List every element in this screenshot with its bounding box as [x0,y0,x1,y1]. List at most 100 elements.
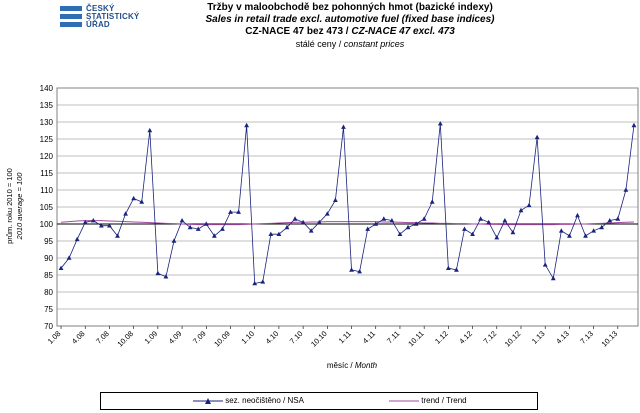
series-nsa-point [300,219,306,225]
chart-header: Tržby v maloobchodě bez pohonných hmot (… [190,2,510,50]
y-tick-label: 110 [40,186,53,195]
series-nsa-point [494,235,500,240]
nace-czech: CZ-NACE 47 bez 473 / [245,26,349,37]
logo-bar [60,6,82,11]
legend: sez. neočištěno / NSA trend / Trend [100,392,538,410]
x-tick-label: 1.13 [530,329,547,346]
grid [56,87,639,327]
y-tick-label: 100 [40,220,54,229]
prices-line: stálé ceny / constant prices [190,38,510,50]
series-nsa-point [510,229,516,235]
x-tick-label: 1.12 [433,329,450,346]
series-nsa-line [60,123,635,284]
logo-line-1: ČESKÝ [86,4,115,13]
x-axis-title-english: Month [355,361,378,370]
series-trend-line [60,220,634,226]
x-tick-label: 1.09 [143,329,160,346]
series-nsa-point [631,122,637,128]
y-axis-title-czech: prům. roku 2010 = 100 [5,168,14,244]
y-tick-label: 135 [40,101,54,110]
legend-item-trend: trend / Trend [389,396,467,405]
series-nsa-point [365,226,371,231]
series-nsa-point [550,275,556,281]
series-nsa-point [405,224,411,230]
series-nsa-point [268,231,274,236]
series-nsa-point [429,199,435,204]
series-nsa-point [155,270,161,276]
series-nsa-point [90,218,96,223]
series-nsa-point [292,216,298,221]
series-nsa-point [171,238,177,243]
series-nsa-point [123,211,128,216]
series-nsa-point [332,197,338,202]
series-nsa-point [558,228,564,233]
series-nsa-point [284,224,290,230]
series-nsa-point [575,212,580,218]
series-nsa-point [567,233,572,238]
series-nsa-point [252,280,258,286]
x-tick-label: 4.12 [457,329,474,346]
x-tick-label: 1.11 [337,329,353,345]
series-nsa-point [607,218,613,223]
x-tick-label: 7.11 [385,329,401,345]
series-nsa-point [236,209,241,214]
series-nsa-point [591,228,597,233]
nace-line: CZ-NACE 47 bez 473 / CZ-NACE 47 excl. 47… [190,26,510,38]
series-nsa-point [462,226,467,231]
series-nsa-point [445,265,451,270]
logo-bar [60,22,82,27]
series-nsa-point [615,216,621,221]
legend-nsa-label: sez. neočištěno / NSA [225,396,304,405]
series-nsa-point [131,195,137,201]
y-tick-label: 80 [44,288,53,297]
series-nsa-point [381,216,387,221]
series-nsa-point [397,231,403,236]
series-nsa-point [534,134,540,140]
y-tick-label: 140 [40,84,54,93]
y-tick-label: 120 [40,152,54,161]
x-tick-label: 7.08 [94,329,111,346]
x-tick-label: 10.10 [309,329,329,349]
y-tick-label: 105 [40,203,54,212]
series-nsa-point [276,231,282,236]
x-tick-label: 4.10 [264,329,281,346]
y-tick-label: 130 [40,118,54,127]
x-tick-label: 7.13 [578,329,595,346]
title-english: Sales in retail trade excl. automotive f… [205,14,495,25]
y-tick-label: 125 [40,135,54,144]
x-axis-title: měsíc / Month [327,361,378,370]
series-nsa-point [486,219,492,225]
series-nsa-point [599,224,605,230]
series-nsa-point [107,223,112,228]
logo-line-3: ÚŘAD [86,20,110,29]
legend-trend-label: trend / Trend [421,396,467,405]
series-nsa-point [147,127,153,133]
x-tick-label: 1.10 [239,329,256,346]
x-tick-label: 1.08 [46,329,63,346]
y-axis: 70 75 80 85 90 95 100 105 110 115 120 125 130 135 140 [40,84,54,331]
x-tick-label: 4.08 [70,329,87,346]
logo-bar [60,14,82,19]
series-nsa-point [478,216,484,221]
series-nsa-point [220,226,225,231]
series-nsa-point [518,207,524,213]
x-tick-label: 7.10 [288,329,305,346]
x-tick-label: 10.12 [503,329,523,349]
series-nsa-point [357,269,363,274]
prices-english: constant prices [343,39,405,49]
legend-nsa-marker [193,397,223,404]
series-nsa-point [58,265,64,270]
x-tick-label: 7.09 [191,329,208,346]
series-nsa-point [373,221,379,226]
y-tick-label: 85 [44,271,53,280]
title-czech: Tržby v maloobchodě bez pohonných hmot (… [207,2,493,13]
series-nsa-point [260,279,266,284]
series-nsa-point [66,255,72,260]
series-nsa-point [195,226,201,231]
series-nsa-point [98,223,104,228]
nace-english: CZ-NACE 47 excl. 473 [351,26,455,37]
series-nsa-point [316,219,322,225]
x-tick-label: 10.11 [406,329,425,348]
x-tick-label: 4.13 [554,329,571,346]
series-nsa-point [82,219,88,225]
